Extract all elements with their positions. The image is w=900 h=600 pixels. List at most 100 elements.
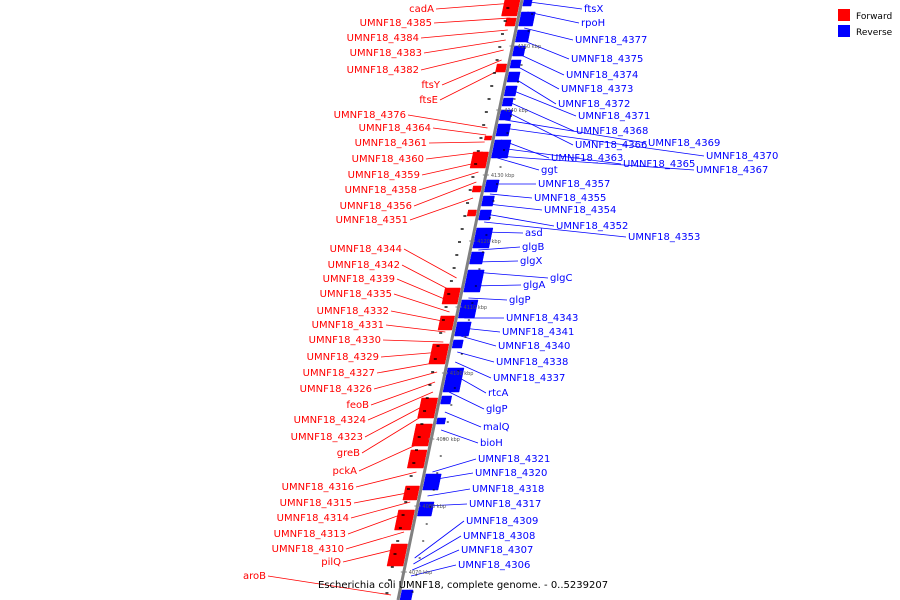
scale-label: 4140 kbp <box>504 108 528 114</box>
leader-line <box>420 29 508 39</box>
gene-label: UMNF18_4368 <box>576 126 648 137</box>
gene-label: UMNF18_4361 <box>355 138 427 149</box>
gene-label: UMNF18_4356 <box>340 201 412 212</box>
gene-label: cadA <box>409 4 434 15</box>
leader-line <box>475 260 519 263</box>
gene-label: UMNF18_4330 <box>309 335 381 346</box>
gene-label: UMNF18_4370 <box>706 151 778 162</box>
gene-label: UMNF18_4364 <box>359 123 431 134</box>
gene-feature <box>491 139 512 159</box>
gene-label: UMNF18_4310 <box>272 544 344 555</box>
scale-label: 4100 kbp <box>450 371 474 377</box>
leader-line <box>460 335 497 347</box>
gene-feature <box>399 589 414 600</box>
gene-feature <box>504 17 517 27</box>
leader-line <box>441 429 479 444</box>
leader-line <box>489 193 533 199</box>
leader-line <box>403 248 457 279</box>
gene-feature <box>440 395 453 405</box>
gene-feature <box>394 509 415 531</box>
leader-line <box>503 127 705 157</box>
gene-label: feoB <box>346 400 369 411</box>
gene-label: UMNF18_4360 <box>352 154 424 165</box>
gene-feature <box>422 473 442 491</box>
gene-feature <box>501 0 521 17</box>
legend-reverse-label: Reverse <box>856 28 893 38</box>
leader-line <box>414 520 465 559</box>
gene-label: UMNF18_4327 <box>303 368 375 379</box>
leader-line <box>435 2 514 10</box>
gene-label: UMNF18_4383 <box>350 48 422 59</box>
leader-line <box>423 39 506 54</box>
gene-label: UMNF18_4337 <box>493 373 565 384</box>
leader-line <box>407 114 488 129</box>
gene-feature <box>483 135 493 141</box>
leader-line <box>444 411 482 428</box>
gene-feature <box>495 63 508 73</box>
gene-feature <box>469 251 485 265</box>
genome-axis <box>396 0 524 600</box>
leader-line <box>518 53 565 76</box>
gene-label: UMNF18_4366 <box>575 140 647 151</box>
gene-label: UMNF18_4352 <box>556 221 628 232</box>
gene-feature <box>417 501 435 517</box>
gene-feature <box>471 185 482 193</box>
gene-label: bioH <box>480 438 503 449</box>
leader-line <box>468 297 508 301</box>
gene-label: UMNF18_4331 <box>312 320 384 331</box>
leader-line <box>350 501 411 519</box>
leader-line <box>410 564 457 577</box>
scale-label: 4110 kbp <box>464 305 488 311</box>
leader-line <box>473 271 549 279</box>
leader-line <box>345 531 405 550</box>
leader-line <box>353 491 413 504</box>
gene-label: UMNF18_4344 <box>330 244 402 255</box>
gene-label: asd <box>525 228 543 239</box>
gene-feature <box>478 209 492 221</box>
gene-feature <box>437 315 456 331</box>
leader-line <box>385 324 446 333</box>
gene-label: UMNF18_4307 <box>461 545 533 556</box>
gene-label: UMNF18_4357 <box>538 179 610 190</box>
legend-forward-swatch <box>838 9 850 21</box>
gene-label: UMNF18_4355 <box>534 193 606 204</box>
scale-label: 4090 kbp <box>436 437 460 443</box>
leader-line <box>497 155 695 171</box>
gene-feature <box>512 45 526 57</box>
leader-line <box>457 351 495 363</box>
leader-line <box>448 391 485 410</box>
gene-feature <box>402 485 420 501</box>
gene-labels: cadA UMNF18_4385 UMNF18_4384 UMNF18_4383 UMN… <box>243 4 778 582</box>
gene-label: UMNF18_4353 <box>628 232 700 243</box>
gene-feature <box>406 449 428 469</box>
leader-line <box>428 141 485 144</box>
gene-label: UMNF18_4313 <box>274 529 346 540</box>
gene-label: UMNF18_4375 <box>571 54 643 65</box>
leader-line <box>382 339 444 343</box>
gene-label: ftsY <box>421 80 440 91</box>
gene-label: UMNF18_4384 <box>347 33 419 44</box>
gene-label: glgX <box>520 256 542 267</box>
leader-line <box>511 89 577 117</box>
leader-line <box>412 549 460 571</box>
scale-label: 4080 kbp <box>422 504 446 510</box>
gene-label: UMNF18_4372 <box>558 99 630 110</box>
gene-label: greB <box>337 448 360 459</box>
gene-feature <box>503 85 518 97</box>
gene-feature <box>466 209 477 217</box>
gene-label: UMNF18_4341 <box>502 327 574 338</box>
leader-line <box>529 1 583 10</box>
leader-line <box>497 157 540 171</box>
leader-line <box>487 203 543 211</box>
leader-line <box>358 441 423 472</box>
leader-line <box>485 213 555 227</box>
gene-label: UMNF18_4308 <box>463 531 535 542</box>
leader-line <box>432 127 487 136</box>
gene-label: UMNF18_4316 <box>282 482 354 493</box>
leader-line <box>521 39 570 60</box>
gene-label: UMNF18_4329 <box>307 352 379 363</box>
leader-line <box>441 59 502 86</box>
gene-feature <box>509 59 522 69</box>
gene-label: pckA <box>333 466 358 477</box>
gene-label: UMNF18_4326 <box>300 384 372 395</box>
